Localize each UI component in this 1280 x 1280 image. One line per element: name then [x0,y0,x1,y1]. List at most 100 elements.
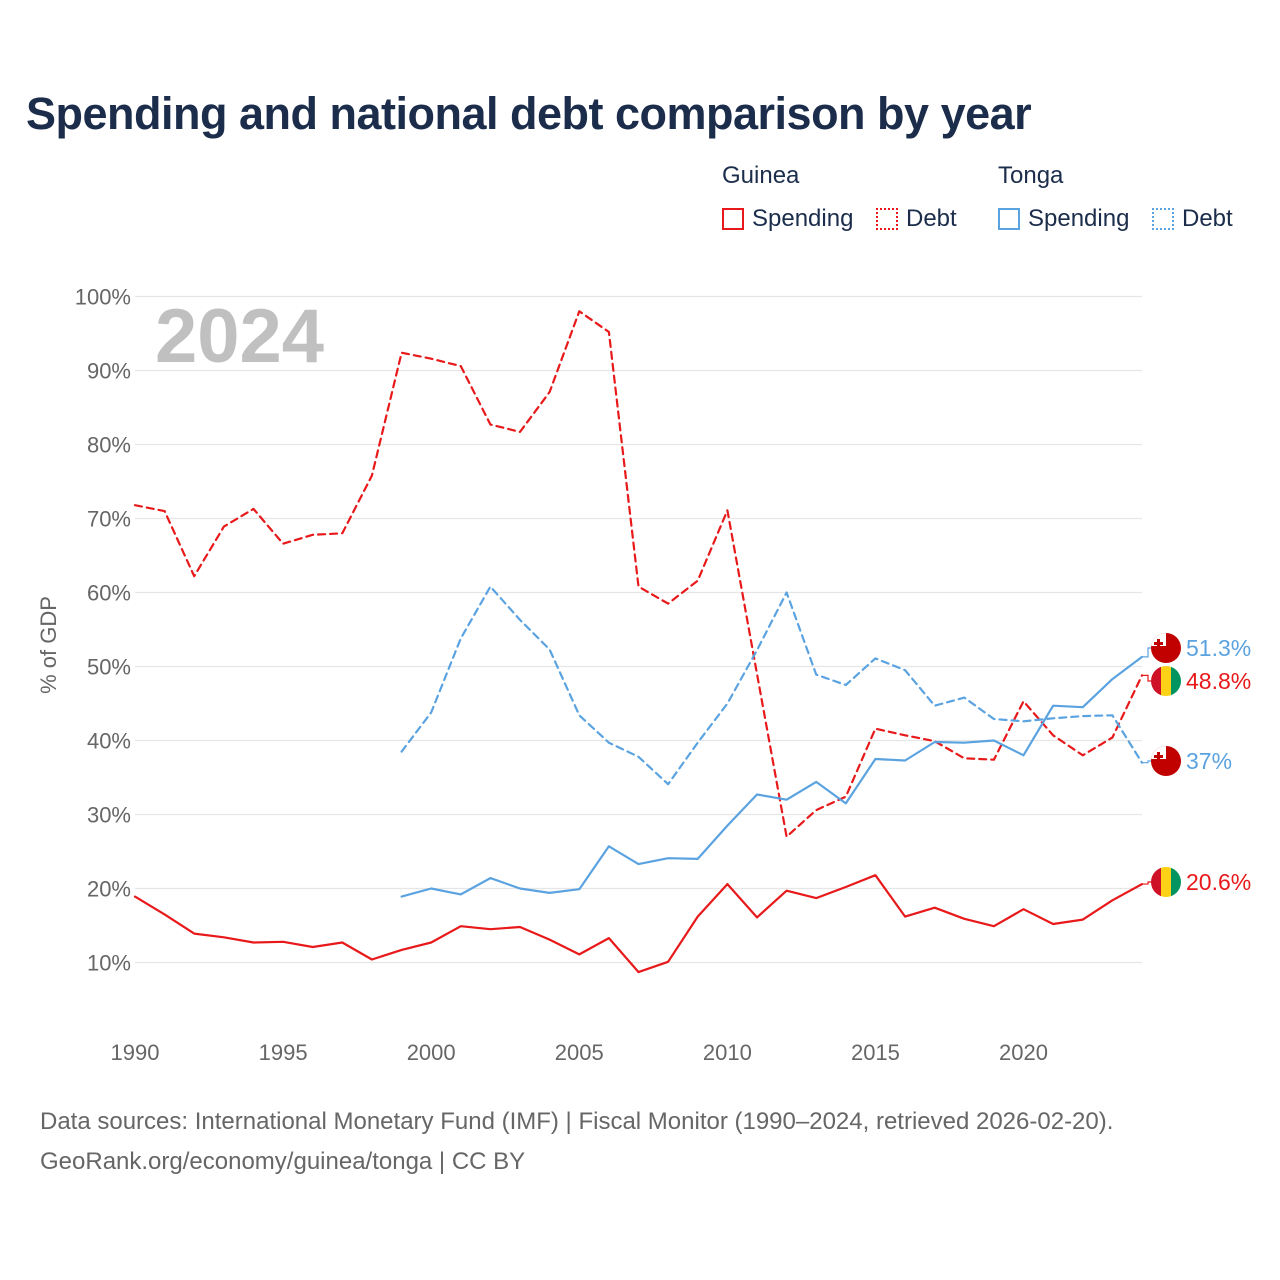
data-point [220,933,228,941]
data-point [575,950,583,958]
series-line-guinea-spending[interactable] [133,874,1144,974]
data-point [664,958,672,966]
grid-lines [135,295,1142,964]
data-point [605,328,613,336]
data-point [960,694,968,702]
series-line-tonga-spending[interactable] [400,655,1144,898]
end-markers: 20.6% 48.8% 51.3% 37% [1142,633,1251,897]
legend-tonga-spending[interactable]: Spending [998,204,1129,234]
legend-guinea-spending-swatch [722,208,744,230]
y-tick-label: 100% [75,285,131,310]
y-tick-label: 70% [87,507,131,532]
data-point [1079,751,1087,759]
data-point [605,739,613,747]
data-point [368,956,376,964]
data-point [1049,702,1057,710]
data-point [753,791,761,799]
data-point [1049,714,1057,722]
end-value-label: 51.3% [1186,635,1251,661]
data-point [871,725,879,733]
data-point [398,946,406,954]
data-point [516,428,524,436]
data-point [842,681,850,689]
data-point [901,731,909,739]
data-point [605,842,613,850]
data-point [694,577,702,585]
data-point [457,890,465,898]
data-point [427,355,435,363]
legend-tonga-debt[interactable]: Debt [1152,204,1233,234]
data-point [1079,703,1087,711]
legend-tonga-spending-label: Spending [1028,205,1130,232]
data-point [575,711,583,719]
data-point [1079,712,1087,720]
data-point [753,646,761,654]
end-connector [1142,674,1151,682]
data-point [901,756,909,764]
x-tick-label: 2005 [555,1040,604,1065]
series-line-guinea-debt[interactable] [133,310,1144,838]
data-point [783,833,791,841]
tonga-flag-icon [1151,746,1181,776]
legend-tonga-debt-label: Debt [1182,205,1233,232]
data-point [220,523,228,531]
data-point [1108,896,1116,904]
data-point [546,388,554,396]
data-point [131,893,139,901]
data-point [131,501,139,509]
y-tick-label: 90% [87,359,131,384]
data-point [783,887,791,895]
legend-guinea-spending-label: Spending [752,205,854,232]
data-point [190,572,198,580]
data-point [279,938,287,946]
end-connector [1142,760,1151,764]
chart-title: Spending and national debt comparison by… [26,88,1032,139]
end-connector [1142,647,1151,658]
data-point [842,883,850,891]
legend-guinea-debt-label: Debt [906,205,957,232]
data-point [427,708,435,716]
y-tick-label: 10% [87,951,131,976]
data-point [1020,697,1028,705]
data-point [309,943,317,951]
current-year-watermark: 2024 [155,294,324,379]
tonga-flag-icon [1151,633,1181,663]
y-tick-label: 30% [87,803,131,828]
data-point [812,671,820,679]
data-point [605,934,613,942]
data-point [161,910,169,918]
data-point [516,885,524,893]
data-point [931,702,939,710]
data-point [1108,711,1116,719]
data-point [1020,717,1028,725]
data-point [338,529,346,537]
data-point [753,670,761,678]
legend-guinea-debt[interactable]: Debt [876,204,957,234]
data-point [546,889,554,897]
data-point [457,362,465,370]
data-point [664,854,672,862]
data-point [694,739,702,747]
data-point [161,507,169,515]
x-tick-label: 2020 [999,1040,1048,1065]
x-tick-label: 2000 [407,1040,456,1065]
data-point [1020,751,1028,759]
data-point [1049,920,1057,928]
data-point [664,780,672,788]
data-point [990,922,998,930]
series-line-tonga-debt[interactable] [400,585,1144,786]
data-point [960,739,968,747]
data-point [1049,731,1057,739]
data-point [901,913,909,921]
legend-group-guinea: Guinea [722,162,800,189]
legend-guinea-spending[interactable]: Spending [722,204,853,234]
data-point [427,939,435,947]
y-axis-label: % of GDP [36,596,61,694]
series-lines [131,310,1144,974]
footer-credit: GeoRank.org/economy/guinea/tonga | CC BY [40,1148,526,1175]
end-value-label: 37% [1186,748,1232,774]
x-axis-ticks: 1990 1995 2000 2005 2010 2015 2020 [111,1040,1048,1065]
data-point [871,654,879,662]
y-tick-label: 40% [87,729,131,754]
data-point [990,737,998,745]
